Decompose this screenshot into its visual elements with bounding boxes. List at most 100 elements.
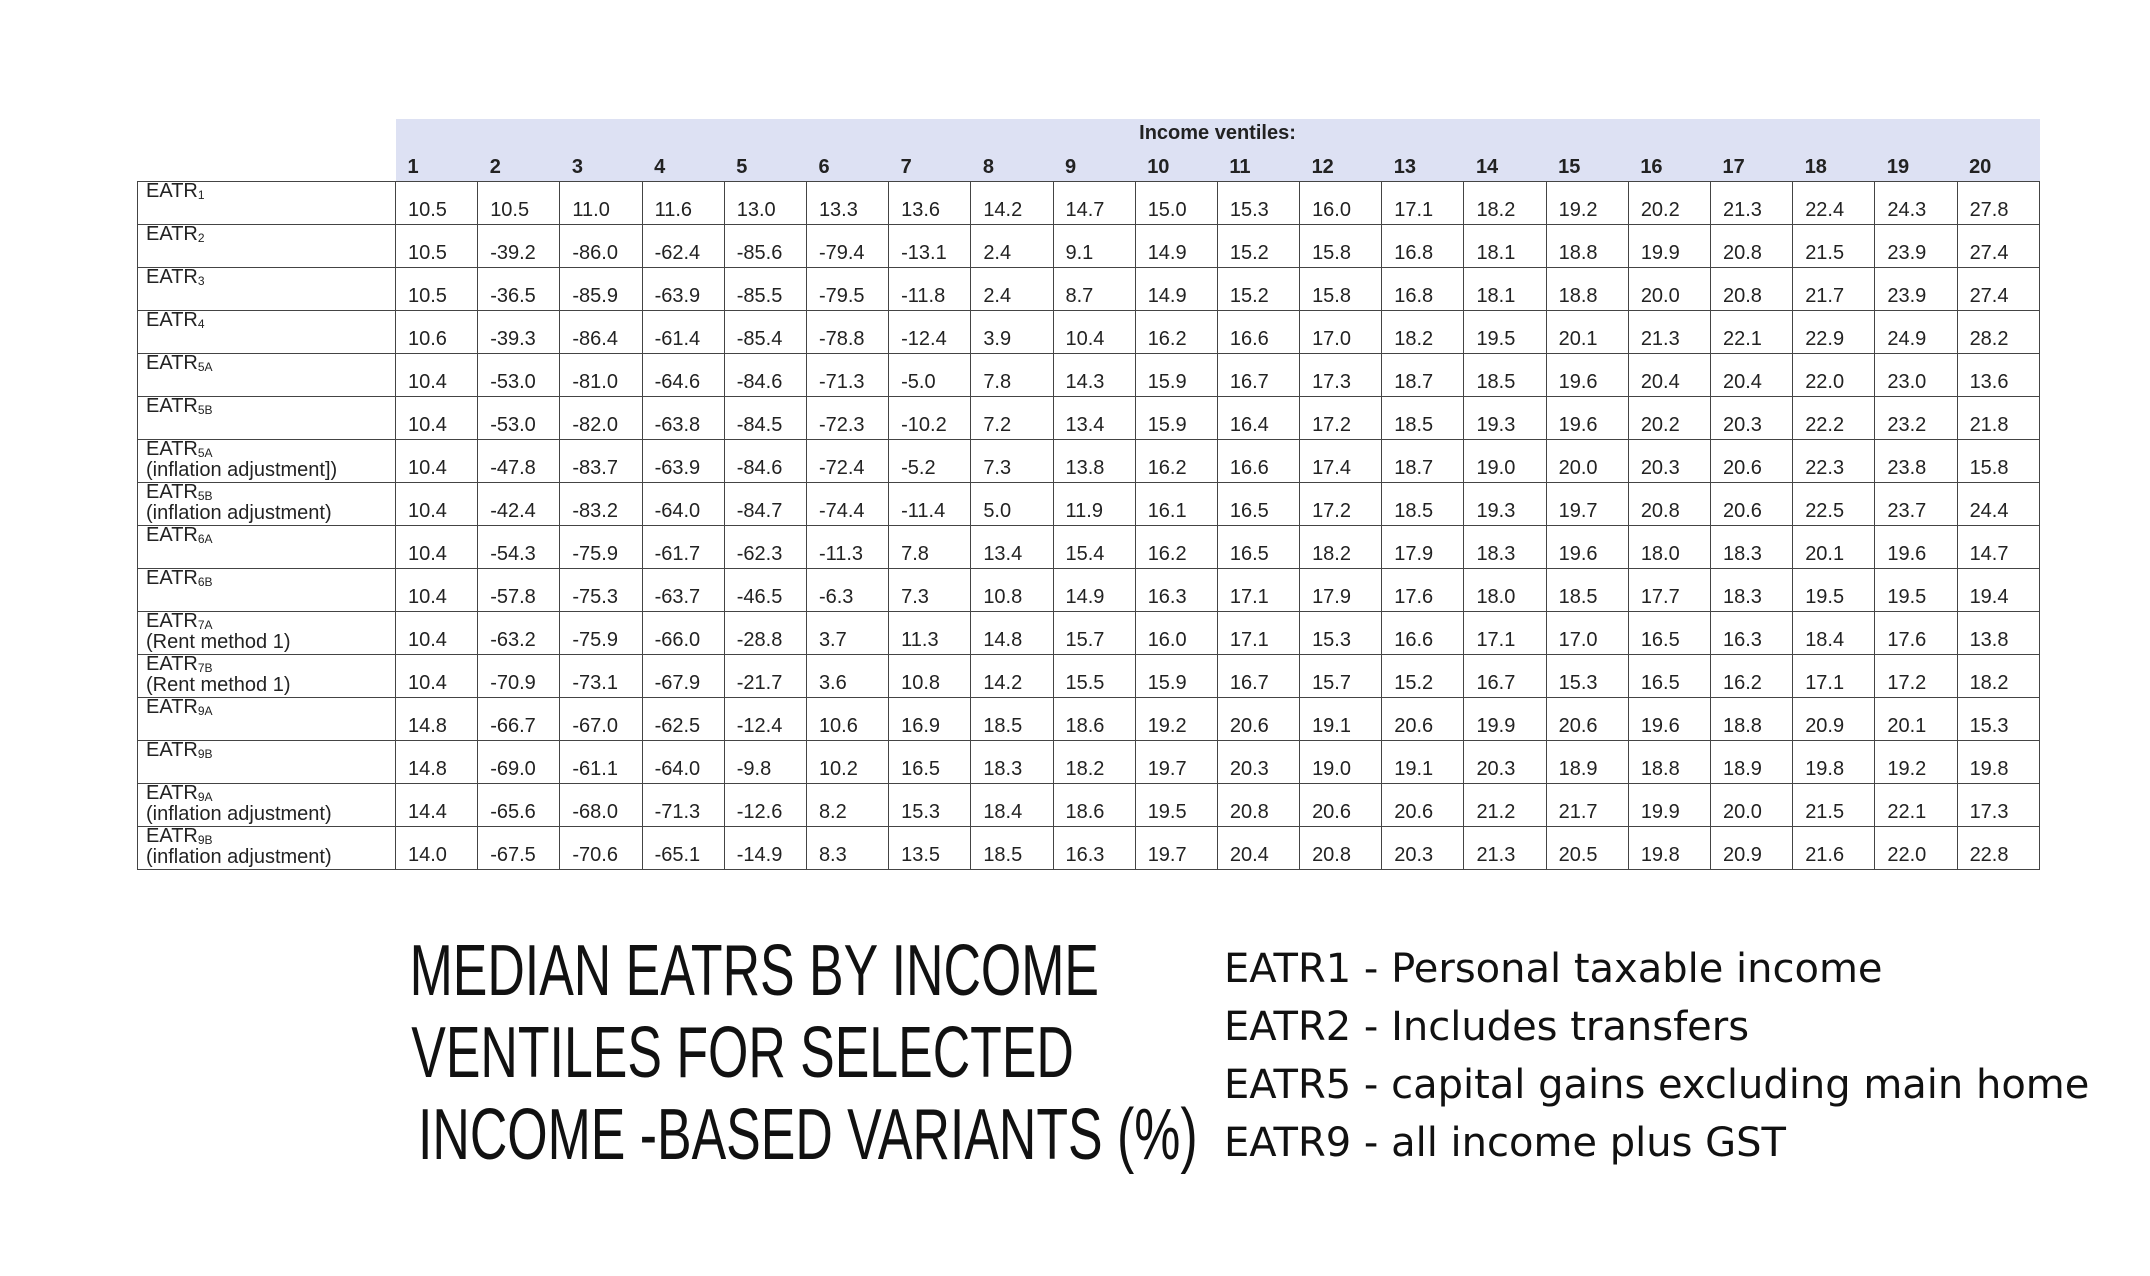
data-row: EATR7B (Rent method 1) 10.4 -70.9 -73.1 -67.9… <box>137 654 2041 698</box>
value-cell: -70.6 <box>559 826 643 870</box>
value-cell: 18.2 <box>1299 525 1383 569</box>
value-cell: 18.9 <box>1709 740 1794 784</box>
label-subscript: 9B <box>197 833 213 847</box>
label-subscript: 5A <box>197 360 213 374</box>
label-text: EATR <box>146 224 198 245</box>
value-cell: 19.3 <box>1463 482 1547 526</box>
value-cell: 20.8 <box>1299 826 1383 870</box>
value-cell: 18.2 <box>1052 740 1136 784</box>
value-cell: 18.7 <box>1381 353 1465 397</box>
value-cell: -12.4 <box>723 697 807 741</box>
value-cell: 10.5 <box>394 267 479 311</box>
data-row: EATR9B (inflation adjustment) 14.0 -67.5 -70… <box>137 826 2041 870</box>
value-cell: 18.6 <box>1052 783 1136 827</box>
value-cell: 24.3 <box>1874 181 1958 225</box>
value-cell: 14.8 <box>394 740 479 784</box>
value-cell: 17.0 <box>1299 310 1383 354</box>
value-cell: 19.0 <box>1463 439 1547 483</box>
value-cell: 7.8 <box>888 525 972 569</box>
value-cell: 14.0 <box>394 826 479 870</box>
data-row: EATR9A (inflation adjustment) 14.4 -65.6 -68… <box>137 783 2041 827</box>
value-cell: 20.3 <box>1381 826 1465 870</box>
value-cell: 10.4 <box>394 654 479 698</box>
value-cell: 16.9 <box>888 697 972 741</box>
value-cell: 27.8 <box>1956 181 2041 225</box>
row-label: EATR9B <box>137 740 396 784</box>
value-cell: 19.9 <box>1627 224 1712 268</box>
value-cell: 10.8 <box>970 568 1054 612</box>
note-item: EATR1 - Personal taxable income <box>1224 946 1883 992</box>
value-cell: 22.1 <box>1709 310 1794 354</box>
value-cell: 20.4 <box>1709 353 1794 397</box>
value-cell: -61.1 <box>559 740 643 784</box>
row-label: EATR9A <box>137 697 396 741</box>
value-cell: -79.5 <box>805 267 890 311</box>
value-cell: -83.2 <box>559 482 643 526</box>
value-cell: -67.9 <box>641 654 725 698</box>
value-cell: 17.3 <box>1956 783 2041 827</box>
value-cell: -13.1 <box>888 224 972 268</box>
row-label: EATR4 <box>137 310 396 354</box>
value-cell: 15.9 <box>1134 654 1218 698</box>
value-cell: 15.2 <box>1216 224 1301 268</box>
value-cell: 20.8 <box>1709 267 1794 311</box>
value-cell: -57.8 <box>477 568 561 612</box>
value-cell: 18.3 <box>970 740 1054 784</box>
value-cell: 20.8 <box>1709 224 1794 268</box>
value-cell: 17.1 <box>1463 611 1547 655</box>
value-cell: -86.0 <box>559 224 643 268</box>
row-label: EATR9A (inflation adjustment) <box>137 783 396 827</box>
value-cell: 20.1 <box>1792 525 1876 569</box>
value-cell: 19.8 <box>1792 740 1876 784</box>
value-cell: 17.0 <box>1545 611 1629 655</box>
value-cell: -11.3 <box>805 525 890 569</box>
value-cell: 13.8 <box>1956 611 2041 655</box>
table-header: Income ventiles: <box>1139 122 1296 144</box>
header-band: Income ventiles: <box>395 119 2040 145</box>
value-cell: 16.4 <box>1216 396 1301 440</box>
value-cell: 7.3 <box>970 439 1054 483</box>
value-cell: 16.2 <box>1709 654 1794 698</box>
value-cell: 19.7 <box>1134 826 1218 870</box>
value-cell: 23.2 <box>1874 396 1958 440</box>
value-cell: -85.4 <box>723 310 807 354</box>
value-cell: 10.8 <box>888 654 972 698</box>
value-cell: 20.6 <box>1545 697 1629 741</box>
value-cell: 20.6 <box>1216 697 1301 741</box>
label-subscript: 6B <box>197 575 213 589</box>
value-cell: -65.1 <box>641 826 725 870</box>
column-header: 11 <box>1217 145 1300 182</box>
value-cell: 16.2 <box>1134 439 1218 483</box>
value-cell: -75.9 <box>559 611 643 655</box>
value-cell: 17.2 <box>1874 654 1958 698</box>
value-cell: 19.8 <box>1956 740 2041 784</box>
value-cell: 13.0 <box>723 181 807 225</box>
value-cell: 16.6 <box>1216 310 1301 354</box>
label-subscript: 9B <box>197 747 213 761</box>
value-cell: 17.6 <box>1874 611 1958 655</box>
label-note: (inflation adjustment) <box>146 502 332 524</box>
value-cell: 28.2 <box>1956 310 2041 354</box>
value-cell: 21.7 <box>1792 267 1876 311</box>
label-subscript: 4 <box>197 317 205 331</box>
value-cell: 19.7 <box>1545 482 1629 526</box>
value-cell: 19.7 <box>1134 740 1218 784</box>
value-cell: 16.3 <box>1709 611 1794 655</box>
value-cell: 21.6 <box>1792 826 1876 870</box>
value-cell: 18.2 <box>1956 654 2041 698</box>
label-text: EATR <box>146 740 198 761</box>
value-cell: -73.1 <box>559 654 643 698</box>
value-cell: 22.5 <box>1792 482 1876 526</box>
value-cell: 18.2 <box>1463 181 1547 225</box>
label-subscript: 1 <box>197 188 205 202</box>
column-header: 8 <box>970 145 1053 182</box>
value-cell: 9.1 <box>1052 224 1136 268</box>
value-cell: 3.9 <box>970 310 1054 354</box>
value-cell: 14.9 <box>1052 568 1136 612</box>
value-cell: 15.7 <box>1299 654 1383 698</box>
column-header: 15 <box>1546 145 1629 182</box>
value-cell: 19.6 <box>1545 396 1629 440</box>
value-cell: 22.9 <box>1792 310 1876 354</box>
label-subscript: 7B <box>197 661 213 675</box>
column-header: 16 <box>1628 145 1711 182</box>
